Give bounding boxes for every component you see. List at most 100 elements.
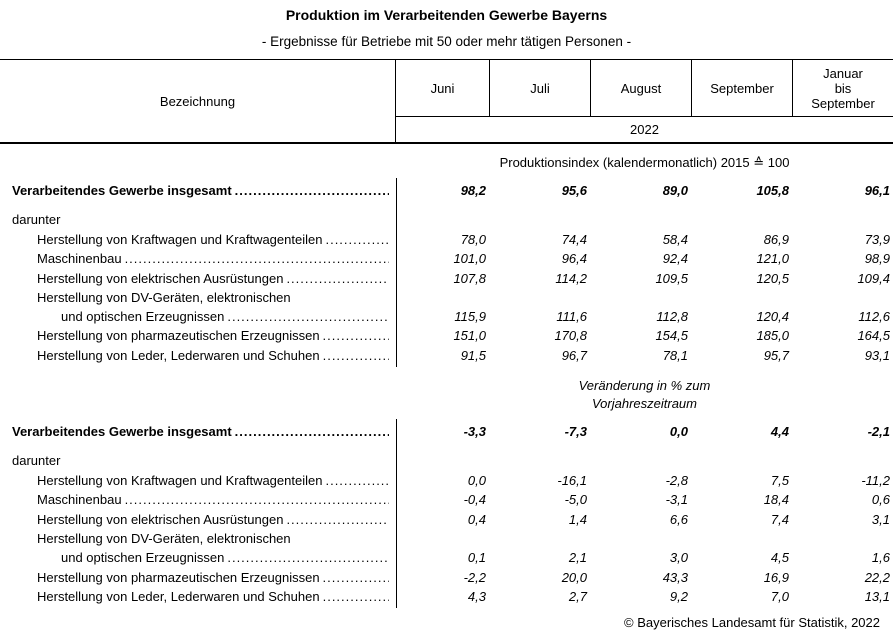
- month-column-header: Juni: [396, 60, 490, 116]
- table-row: Maschinenbau 101,0 96,4 92,4 121,0 98,9: [0, 249, 893, 268]
- year-header-cell: 2022: [396, 117, 893, 142]
- row-label: und optischen Erzeugnissen: [0, 307, 396, 326]
- row-values: 98,2 95,6 89,0 105,8 96,1: [396, 180, 893, 201]
- footer: © Bayerisches Landesamt für Statistik, 2…: [0, 615, 893, 631]
- value-cell: 105,8: [756, 183, 789, 198]
- row-label-text: Herstellung von pharmazeutischen Erzeugn…: [37, 569, 320, 585]
- value-cell: 2,7: [568, 588, 587, 604]
- dot-leader: [286, 510, 389, 529]
- value-cell: -0,4: [463, 492, 486, 508]
- value-cell: 185,0: [756, 328, 789, 344]
- row-label-text: und optischen Erzeugnissen: [61, 550, 225, 566]
- value-cell: 89,0: [662, 183, 688, 198]
- row-label-text: Verarbeitendes Gewerbe insgesamt: [12, 424, 232, 440]
- value-cell: 107,8: [453, 270, 486, 286]
- value-cell: 154,5: [655, 328, 688, 344]
- table-row: und optischen Erzeugnissen 115,9 111,6 112,…: [0, 307, 893, 326]
- row-values: 0,4 1,4 6,6 7,4 3,1: [396, 510, 893, 529]
- row-label-text: Herstellung von elektrischen Ausrüstunge…: [37, 270, 284, 286]
- value-cell: 98,2: [460, 183, 486, 198]
- table-body: Produktionsindex (kalendermonatlich) 201…: [0, 154, 893, 609]
- row-label: Herstellung von Leder, Lederwaren und Sc…: [0, 587, 396, 606]
- row-label-text: Herstellung von Kraftwagen und Kraftwage…: [37, 473, 323, 489]
- row-label: Maschinenbau: [0, 490, 396, 509]
- month-column-header: Januar bis September: [793, 60, 893, 116]
- month-header-row: Juni Juli August September Januar bis Septembe…: [396, 60, 893, 117]
- value-cell: 18,4: [763, 492, 789, 508]
- value-cell: 95,6: [561, 183, 587, 198]
- value-cell: 4,3: [467, 588, 486, 604]
- row-label: Verarbeitendes Gewerbe insgesamt: [0, 421, 396, 442]
- table-row: Herstellung von pharmazeutischen Erzeugn…: [0, 568, 893, 587]
- row-values: 151,0 170,8 154,5 185,0 164,5: [396, 326, 893, 345]
- value-cell: 3,1: [871, 511, 890, 527]
- month-column-label: Juli: [530, 80, 550, 96]
- row-label-text: Maschinenbau: [37, 492, 122, 508]
- value-cell: 3,0: [669, 550, 688, 566]
- value-cell: 96,1: [864, 183, 890, 198]
- value-cell: 73,9: [864, 232, 890, 247]
- month-column-header: Juli: [490, 60, 591, 116]
- month-column-label: September: [710, 80, 774, 96]
- row-label: Herstellung von pharmazeutischen Erzeugn…: [0, 568, 396, 587]
- table-row: Herstellung von DV-Geräten, elektronisch…: [0, 288, 893, 307]
- value-cell: -11,2: [861, 473, 890, 489]
- month-column-header: September: [692, 60, 793, 116]
- row-values: 0,0 -16,1 -2,8 7,5 -11,2: [396, 471, 893, 490]
- section-heading-line: Vorjahreszeitraum: [591, 396, 697, 412]
- row-values: -3,3 -7,3 0,0 4,4 -2,1: [396, 421, 893, 442]
- dot-leader: [286, 269, 389, 288]
- row-label-text: Herstellung von DV-Geräten, elektronisch…: [37, 289, 291, 305]
- dot-leader: [235, 421, 389, 442]
- row-label: Herstellung von Leder, Lederwaren und Sc…: [0, 346, 396, 365]
- row-label-text: darunter: [12, 453, 61, 469]
- value-cell: -5,0: [564, 492, 587, 508]
- value-cell: 0,0: [669, 424, 688, 440]
- value-cell: 120,4: [756, 309, 789, 325]
- value-cell: 0,1: [467, 550, 486, 566]
- section-rows: Verarbeitendes Gewerbe insgesamt -3,3 -7,3…: [0, 419, 893, 609]
- value-cell: 74,4: [561, 232, 587, 247]
- value-cell: 1,4: [568, 511, 587, 527]
- table-row: Herstellung von Leder, Lederwaren und Sc…: [0, 587, 893, 606]
- table-row: Herstellung von Kraftwagen und Kraftwage…: [0, 471, 893, 490]
- row-label-text: und optischen Erzeugnissen: [61, 309, 225, 325]
- table-row: Herstellung von DV-Geräten, elektronisch…: [0, 529, 893, 548]
- row-label: Herstellung von elektrischen Ausrüstunge…: [0, 269, 396, 288]
- table-row: Herstellung von pharmazeutischen Erzeugn…: [0, 326, 893, 345]
- section-heading: Produktionsindex (kalendermonatlich) 201…: [396, 154, 893, 172]
- value-cell: 109,4: [857, 270, 890, 286]
- table-row: und optischen Erzeugnissen 0,1 2,1 3,0 4,5 1,…: [0, 548, 893, 567]
- value-cell: 114,2: [555, 270, 587, 286]
- row-label-text: Herstellung von DV-Geräten, elektronisch…: [37, 530, 291, 546]
- value-cell: 91,5: [460, 347, 486, 363]
- value-cell: 101,0: [453, 251, 486, 267]
- value-cell: 7,4: [770, 511, 789, 527]
- value-cell: 16,9: [763, 569, 789, 585]
- row-values: 101,0 96,4 92,4 121,0 98,9: [396, 249, 893, 268]
- dot-leader: [325, 471, 389, 490]
- value-cell: -2,2: [463, 569, 486, 585]
- value-cell: -3,3: [463, 424, 486, 440]
- value-cell: 20,0: [561, 569, 587, 585]
- value-cell: -16,1: [557, 473, 587, 489]
- dot-leader: [125, 249, 389, 268]
- value-cell: 22,2: [864, 569, 890, 585]
- dot-leader: [323, 568, 389, 587]
- label-column-header: Bezeichnung: [159, 93, 236, 109]
- value-cell: 78,1: [662, 347, 688, 363]
- month-column-label: Januar bis September: [811, 65, 875, 111]
- row-label: Herstellung von DV-Geräten, elektronisch…: [0, 288, 396, 307]
- value-cell: 115,9: [454, 309, 486, 325]
- value-cell: 95,7: [763, 347, 789, 363]
- value-cell: 111,6: [556, 309, 587, 325]
- dot-leader: [227, 307, 389, 326]
- row-label: darunter: [0, 210, 396, 230]
- value-cell: 7,5: [770, 473, 789, 489]
- row-values: 115,9 111,6 112,8 120,4 112,6: [396, 307, 893, 326]
- table-row: Herstellung von Kraftwagen und Kraftwage…: [0, 230, 893, 249]
- row-label-text: Herstellung von pharmazeutischen Erzeugn…: [37, 328, 320, 344]
- row-values: 78,0 74,4 58,4 86,9 73,9: [396, 230, 893, 249]
- row-label: Verarbeitendes Gewerbe insgesamt: [0, 180, 396, 201]
